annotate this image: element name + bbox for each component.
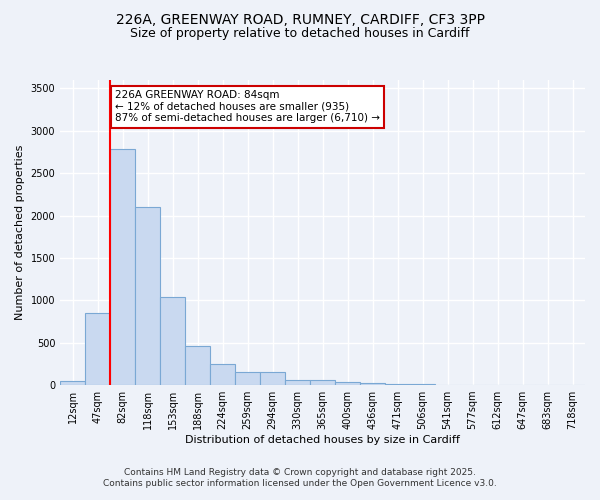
Bar [235, 372, 260, 385]
Text: 226A GREENWAY ROAD: 84sqm
← 12% of detached houses are smaller (935)
87% of semi: 226A GREENWAY ROAD: 84sqm ← 12% of detac… [115, 90, 380, 124]
Bar [160, 297, 185, 385]
Y-axis label: Number of detached properties: Number of detached properties [15, 145, 25, 320]
Text: Size of property relative to detached houses in Cardiff: Size of property relative to detached ho… [130, 28, 470, 40]
Bar [85, 313, 110, 385]
Bar [360, 384, 385, 385]
Bar [210, 364, 235, 385]
Text: 226A, GREENWAY ROAD, RUMNEY, CARDIFF, CF3 3PP: 226A, GREENWAY ROAD, RUMNEY, CARDIFF, CF… [115, 12, 485, 26]
Bar [285, 380, 310, 385]
Bar [335, 382, 360, 385]
X-axis label: Distribution of detached houses by size in Cardiff: Distribution of detached houses by size … [185, 435, 460, 445]
Bar [410, 384, 435, 385]
Bar [260, 372, 285, 385]
Bar [60, 381, 85, 385]
Bar [185, 346, 210, 385]
Bar [310, 380, 335, 385]
Bar [385, 384, 410, 385]
Text: Contains HM Land Registry data © Crown copyright and database right 2025.
Contai: Contains HM Land Registry data © Crown c… [103, 468, 497, 487]
Bar [110, 150, 135, 385]
Bar [135, 207, 160, 385]
